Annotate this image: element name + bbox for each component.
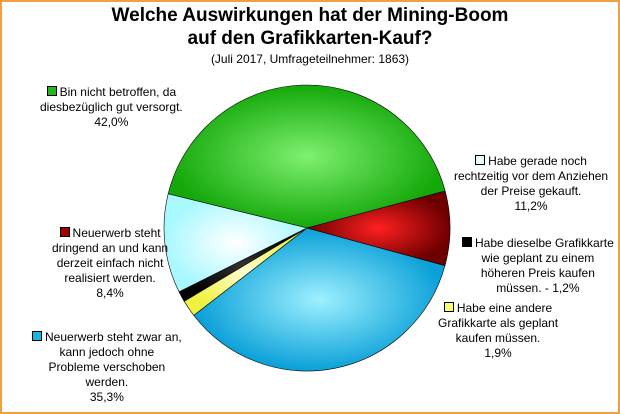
chart-title-line-1: Welche Auswirkungen hat der Mining-Boom <box>111 5 509 26</box>
label-postponable: Neuerwerb steht zwar an, kann jedoch ohn… <box>32 330 182 405</box>
value-other-card: 1,9% <box>484 346 512 360</box>
label-other-card: Habe eine andere Grafikkarte als geplant… <box>438 301 559 360</box>
label-bought-in-time: Habe gerade noch rechtzeitig vor dem Anz… <box>454 154 609 213</box>
legend-swatch-same-card-higher-price <box>462 237 472 247</box>
slice-postponable <box>193 227 446 372</box>
legend-swatch-postponable <box>32 331 42 341</box>
slice-bought-in-time <box>163 193 308 293</box>
legend-swatch-other-card <box>443 302 454 312</box>
value-same-card-higher-price: müssen. - 1,2% <box>496 281 580 295</box>
legend-swatch-bought-in-time <box>475 155 486 165</box>
value-bought-in-time: 11,2% <box>514 199 548 213</box>
legend-swatch-urgent-not-realizable <box>59 227 70 237</box>
label-same-card-higher-price: Habe dieselbe Grafikkarte wie geplant zu… <box>462 236 614 296</box>
slice-not-affected <box>167 84 446 229</box>
chart-subtitle: (Juli 2017, Umfrageteilnehmer: 1863) <box>210 52 410 66</box>
value-postponable: 35,3% <box>89 390 124 404</box>
slice-urgent-not-realizable <box>305 190 451 266</box>
value-not-affected: 42,0% <box>94 115 129 129</box>
legend-swatch-not-affected <box>46 86 57 96</box>
value-urgent-not-realizable: 8,4% <box>96 286 124 300</box>
label-not-affected: Bin nicht betroffen, da diesbezüglich gu… <box>40 85 183 129</box>
label-urgent-not-realizable: Neuerwerb steht dringend an und kann der… <box>52 226 169 300</box>
chart-title-line-2: auf den Grafikkarten-Kauf? <box>187 28 433 49</box>
